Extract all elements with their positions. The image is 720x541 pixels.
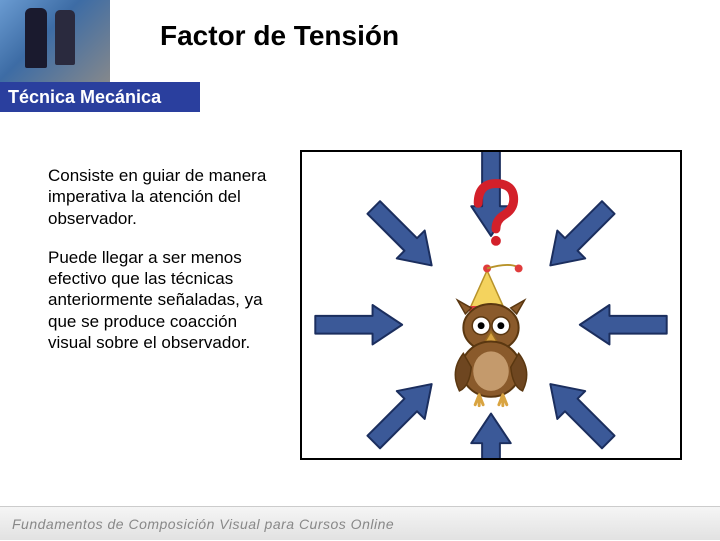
footer-bar: Fundamentos de Composición Visual para C…	[0, 506, 720, 540]
slide-title: Factor de Tensión	[160, 20, 399, 52]
subtitle-bar: Técnica Mecánica	[0, 82, 200, 112]
inward-arrow-icon	[536, 370, 622, 456]
footer-text: Fundamentos de Composición Visual para C…	[0, 507, 720, 541]
owl-icon	[455, 265, 526, 406]
paragraph-2: Puede llegar a ser menos efectivo que la…	[48, 247, 273, 353]
paragraph-1: Consiste en guiar de manera imperativa l…	[48, 165, 273, 229]
inward-arrow-icon	[536, 194, 622, 280]
inward-arrow-icon	[315, 305, 402, 344]
decorative-photo	[0, 0, 110, 90]
inward-arrow-icon	[580, 305, 667, 344]
inward-arrow-icon	[471, 414, 510, 458]
arrows-owl-diagram	[300, 150, 682, 460]
diagram-svg	[302, 152, 680, 458]
inward-arrow-icon	[360, 194, 446, 280]
body-text: Consiste en guiar de manera imperativa l…	[48, 165, 273, 371]
inward-arrow-icon	[360, 370, 446, 456]
